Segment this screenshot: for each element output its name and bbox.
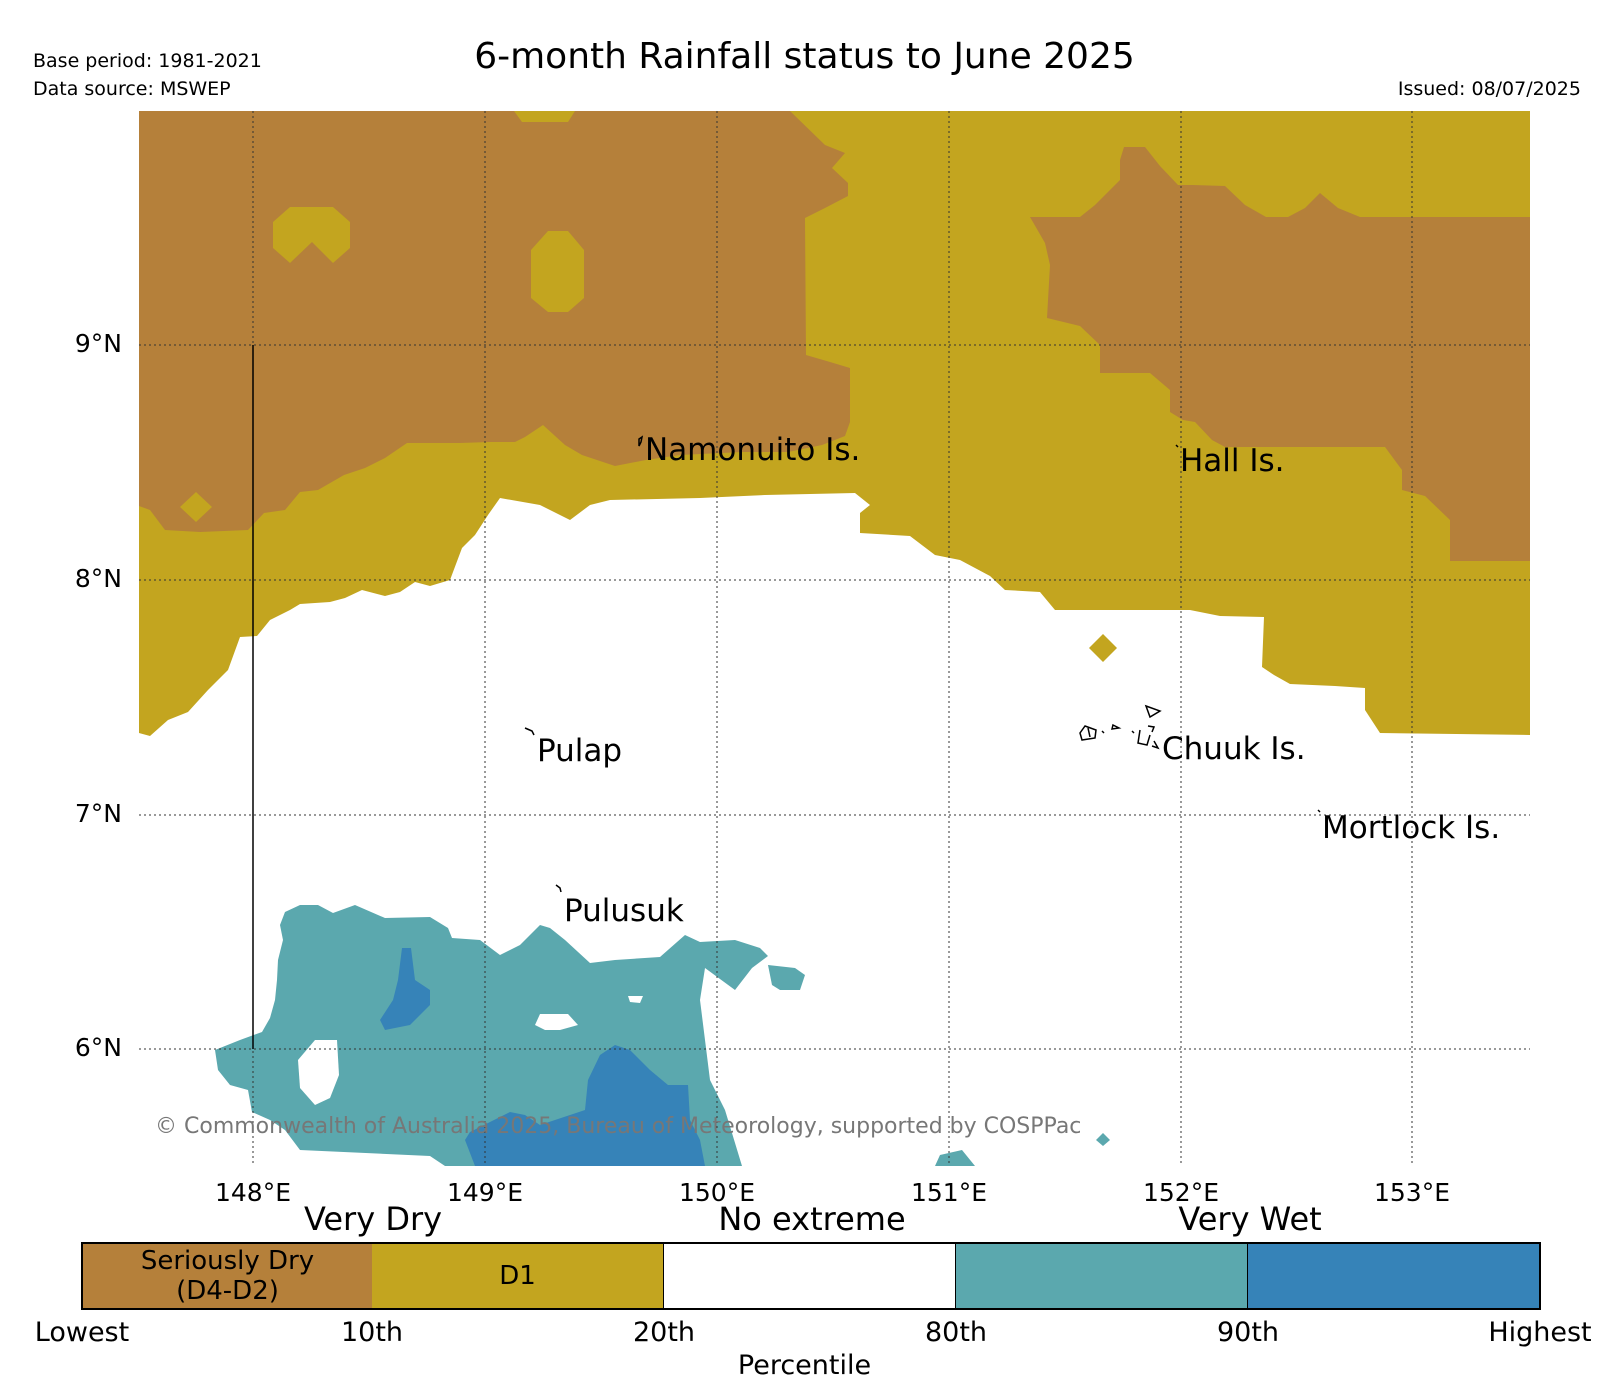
d1-patch-4: [180, 492, 212, 522]
wet-80-patch-east-1: [768, 965, 805, 990]
place-pulusuk: Pulusuk: [564, 893, 684, 929]
d1-patch-1: [273, 207, 350, 263]
place-chuuk: Chuuk Is.: [1162, 731, 1306, 767]
d1-diamond: [1089, 634, 1117, 662]
wet-90-patch-2: [465, 1045, 705, 1166]
place-hall: Hall Is.: [1180, 443, 1285, 479]
wet-90-patch-1: [380, 948, 430, 1030]
legend-box-seriously-dry-label: Seriously Dry (D4-D2): [140, 1246, 315, 1306]
legend-header-very-wet: Very Wet: [1178, 1200, 1322, 1238]
wet-80-patch-east-3: [1096, 1133, 1110, 1146]
lat-label-6n: 6°N: [74, 1033, 122, 1062]
wet-80-patch-east-2: [935, 1150, 975, 1166]
percentile-highest: Highest: [1488, 1317, 1592, 1348]
lon-label-153e: 153°E: [1373, 1178, 1450, 1207]
copyright-notice: © Commonwealth of Australia 2025, Bureau…: [155, 1114, 1082, 1139]
legend-box-wet-90: [1248, 1242, 1541, 1310]
lon-label-149e: 149°E: [446, 1178, 523, 1207]
legend-header-no-extreme: No extreme: [718, 1200, 906, 1238]
place-pulap: Pulap: [537, 733, 623, 769]
d1-patch-2: [531, 231, 584, 312]
page-title: 6-month Rainfall status to June 2025: [474, 36, 1135, 77]
percentile-10th: 10th: [340, 1317, 404, 1348]
d1-patch-3: [514, 111, 575, 122]
lon-label-152e: 152°E: [1142, 1178, 1219, 1207]
percentile-90th: 90th: [1216, 1317, 1280, 1348]
legend-header-very-dry: Very Dry: [303, 1200, 443, 1238]
graticule: [139, 111, 1530, 1166]
base-period-label: Base period: 1981-2021: [33, 50, 262, 72]
lon-label-150e: 150°E: [678, 1178, 755, 1207]
percentile-lowest: Lowest: [34, 1317, 130, 1348]
lon-label-151e: 151°E: [910, 1178, 987, 1207]
no-extreme-hole-1: [298, 1040, 339, 1105]
legend-box-seriously-dry: Seriously Dry (D4-D2): [81, 1242, 374, 1310]
percentile-20th: 20th: [632, 1317, 696, 1348]
place-namonuito: Namonuito Is.: [645, 432, 861, 468]
seriously-dry-region-east: [1030, 147, 1530, 561]
no-extreme-hole-3: [628, 996, 643, 1003]
legend-box-d1-label: D1: [499, 1261, 536, 1291]
issued-date-label: Issued: 08/07/2025: [1397, 78, 1581, 100]
lat-label-7n: 7°N: [74, 799, 122, 828]
lat-label-9n: 9°N: [74, 329, 122, 358]
lon-label-148e: 148°E: [214, 1178, 291, 1207]
legend-box-d1: D1: [372, 1242, 665, 1310]
percentile-80th: 80th: [924, 1317, 988, 1348]
legend-box-no-extreme: [664, 1242, 957, 1310]
place-mortlock: Mortlock Is.: [1322, 810, 1501, 846]
lat-label-8n: 8°N: [74, 564, 122, 593]
legend-box-wet-80: [956, 1242, 1249, 1310]
no-extreme-hole-2: [535, 1014, 578, 1030]
island-outlines: [524, 435, 1321, 893]
legend-title: Percentile: [737, 1350, 872, 1381]
data-source-label: Data source: MSWEP: [33, 78, 231, 100]
